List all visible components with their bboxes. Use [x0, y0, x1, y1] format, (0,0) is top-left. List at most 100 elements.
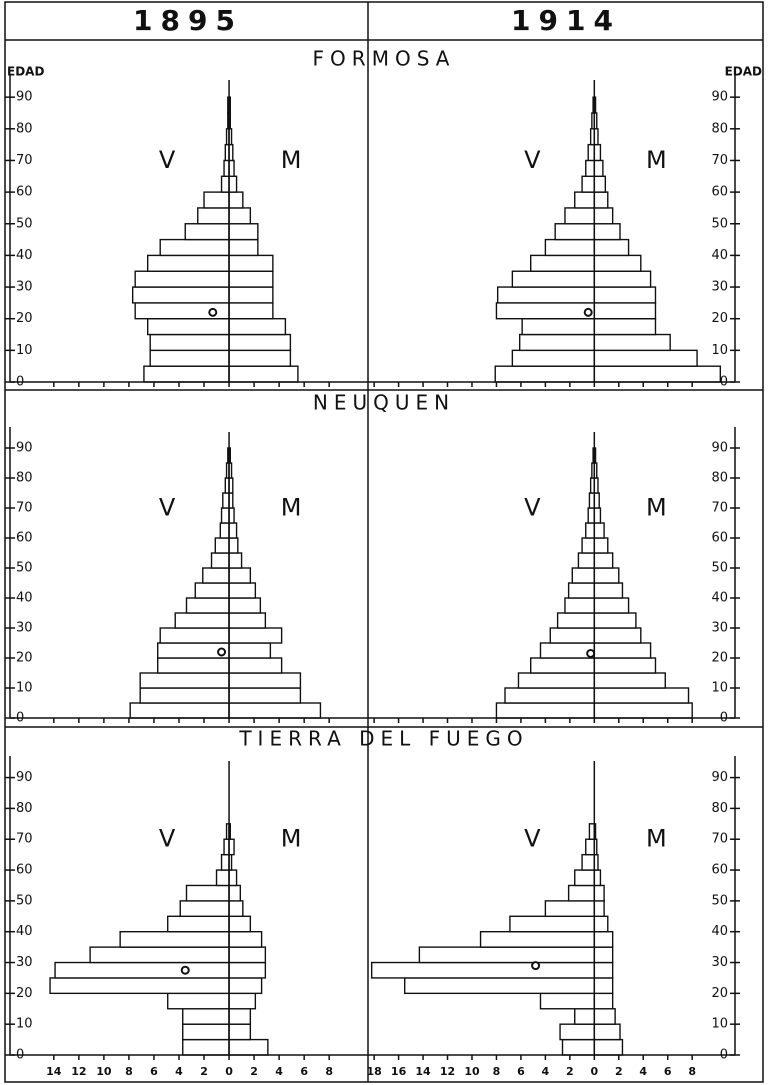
bar	[228, 159, 235, 177]
bar	[228, 946, 267, 964]
bar	[228, 915, 252, 933]
x-tick-label: 10	[464, 1065, 480, 1078]
bar	[89, 946, 230, 964]
bar	[228, 900, 244, 917]
median-marker	[531, 961, 541, 971]
bar	[593, 612, 637, 629]
bar	[593, 597, 630, 614]
bar	[228, 687, 302, 704]
bar	[593, 1023, 621, 1041]
bar	[228, 537, 239, 554]
y-tick-label: 90	[16, 441, 33, 456]
bar	[495, 302, 596, 320]
bar	[228, 931, 263, 948]
median-marker	[180, 965, 190, 975]
bar	[593, 582, 624, 599]
y-tick-label: 70	[711, 501, 728, 516]
y-tick-label: 80	[16, 121, 33, 136]
bar	[185, 884, 230, 902]
bar	[593, 900, 605, 917]
bar	[228, 286, 274, 304]
bar	[495, 702, 596, 719]
bar	[509, 915, 596, 933]
bar	[549, 627, 596, 644]
median-marker	[217, 647, 227, 657]
bar	[581, 537, 596, 554]
legend-label: V	[159, 825, 176, 853]
bar	[418, 946, 596, 964]
bar	[593, 977, 614, 995]
bar	[496, 286, 596, 304]
bar	[203, 191, 230, 209]
legend-label: M	[646, 146, 667, 174]
bar	[479, 931, 596, 948]
bar	[174, 612, 230, 629]
bar	[544, 900, 596, 917]
bar	[228, 349, 292, 367]
median-marker	[586, 649, 596, 658]
y-tick-label: 40	[16, 591, 33, 606]
y-tick-label: 70	[711, 153, 728, 168]
bar	[561, 1038, 596, 1056]
bar	[567, 582, 596, 599]
bar	[511, 349, 596, 367]
legend-label: M	[281, 493, 302, 521]
y-tick-label: 60	[16, 531, 33, 546]
bar	[593, 537, 609, 554]
legend-label: M	[281, 146, 302, 174]
bar	[593, 143, 602, 162]
bar	[228, 672, 302, 689]
bar	[139, 672, 230, 689]
legend-label: M	[646, 825, 667, 853]
x-tick-label: 8	[325, 1065, 333, 1078]
x-tick-label: 0	[225, 1065, 233, 1078]
bar	[146, 254, 230, 272]
y-tick-label: 60	[16, 185, 33, 200]
x-tick-label: 8	[125, 1065, 133, 1078]
bar	[593, 992, 614, 1010]
bar	[228, 582, 257, 599]
bar	[585, 838, 596, 856]
bar	[593, 223, 621, 241]
section-title: TIERRA DEL FUEGO	[238, 727, 528, 751]
bar	[157, 657, 230, 674]
bar	[593, 687, 690, 704]
section-title: FORMOSA	[313, 47, 456, 71]
bar	[593, 318, 657, 336]
bar	[511, 270, 596, 288]
bar	[228, 223, 259, 241]
x-tick-label: 4	[175, 1065, 183, 1078]
bar	[593, 507, 602, 524]
legend-label: V	[159, 146, 176, 174]
bar	[593, 1038, 624, 1056]
bar	[530, 657, 596, 674]
y-tick-label: 10	[16, 343, 33, 358]
bar	[228, 567, 252, 584]
y-tick-label: 20	[711, 651, 728, 666]
bar	[593, 702, 693, 719]
y-tick-label: 30	[16, 955, 33, 970]
bar	[228, 977, 263, 995]
y-tick-label: 60	[16, 863, 33, 878]
bar	[143, 365, 230, 383]
bar	[593, 657, 657, 674]
y-tick-label: 10	[711, 343, 728, 358]
bar	[559, 1023, 596, 1041]
bar	[228, 207, 252, 225]
bar	[202, 567, 230, 584]
y-tick-label: 90	[16, 770, 33, 785]
bar	[54, 961, 230, 979]
bar	[159, 238, 230, 257]
y-tick-label: 20	[16, 311, 33, 326]
y-tick-label: 50	[711, 561, 728, 576]
bar	[585, 522, 596, 539]
y-tick-label: 50	[16, 893, 33, 908]
bar	[585, 159, 596, 177]
bar	[228, 522, 238, 539]
y-tick-label: 40	[16, 924, 33, 939]
bar	[228, 627, 283, 644]
bar	[228, 238, 259, 257]
bar	[593, 333, 671, 352]
bar	[228, 507, 235, 524]
